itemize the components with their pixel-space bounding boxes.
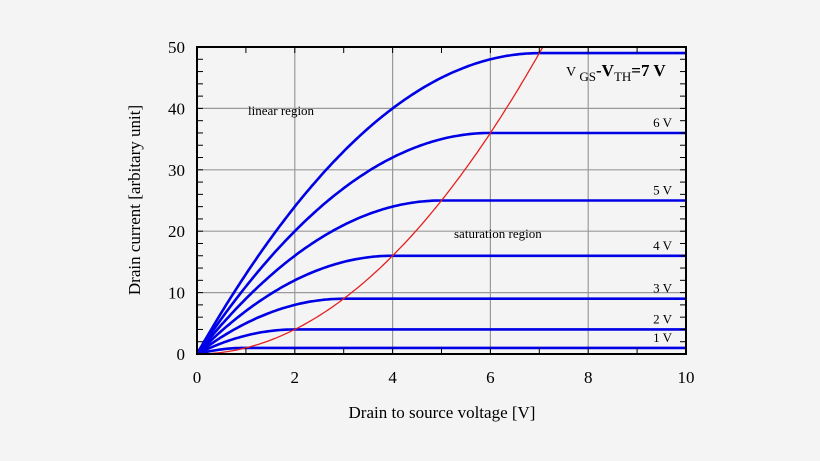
y-tick-label: 10 [168,284,185,303]
x-tick-label: 4 [388,368,397,387]
ticks: 0 2 4 6 8 10 0 10 20 30 40 50 [168,38,695,387]
y-tick-label: 40 [168,99,185,118]
series-label-6v: 6 V [653,115,673,130]
curves [195,46,686,356]
y-tick-label: 30 [168,161,185,180]
x-tick-label: 2 [291,368,300,387]
series-line-1v [196,346,686,356]
annotation-linear: linear region [248,103,315,118]
series-line-2v [196,328,686,356]
series-label-2v: 2 V [653,311,673,326]
annotation-saturation: saturation region [454,226,542,241]
series-line-4v [196,254,686,355]
x-axis-label: Drain to source voltage [V] [349,403,536,422]
saturation-boundary-line [197,46,544,355]
y-tick-label: 20 [168,222,185,241]
top-label-mid: -V [596,61,615,80]
top-label-sub1: GS [579,69,596,84]
top-label-sub2: TH [614,69,631,84]
top-label-suffix: =7 V [631,61,666,80]
series-label-4v: 4 V [653,238,673,253]
grid [197,47,686,354]
x-tick-label: 6 [486,368,495,387]
x-tick-label: 0 [193,368,202,387]
series-label-5v: 5 V [653,183,673,198]
series-line-6v [195,131,686,355]
top-label: V GS-VTH=7 V [566,61,666,84]
series-label-3v: 3 V [653,281,673,296]
y-tick-label: 50 [168,38,185,57]
y-axis-label: Drain current [arbitary unit] [125,105,144,295]
series-line-7v [195,51,686,355]
y-tick-label: 0 [177,345,186,364]
x-tick-label: 10 [678,368,695,387]
top-label-prefix: V [566,65,579,80]
x-tick-label: 8 [584,368,593,387]
series-line-3v [196,297,686,356]
series-label-1v: 1 V [653,330,673,345]
series-labels: 1 V 2 V 3 V 4 V 5 V 6 V [653,115,673,345]
